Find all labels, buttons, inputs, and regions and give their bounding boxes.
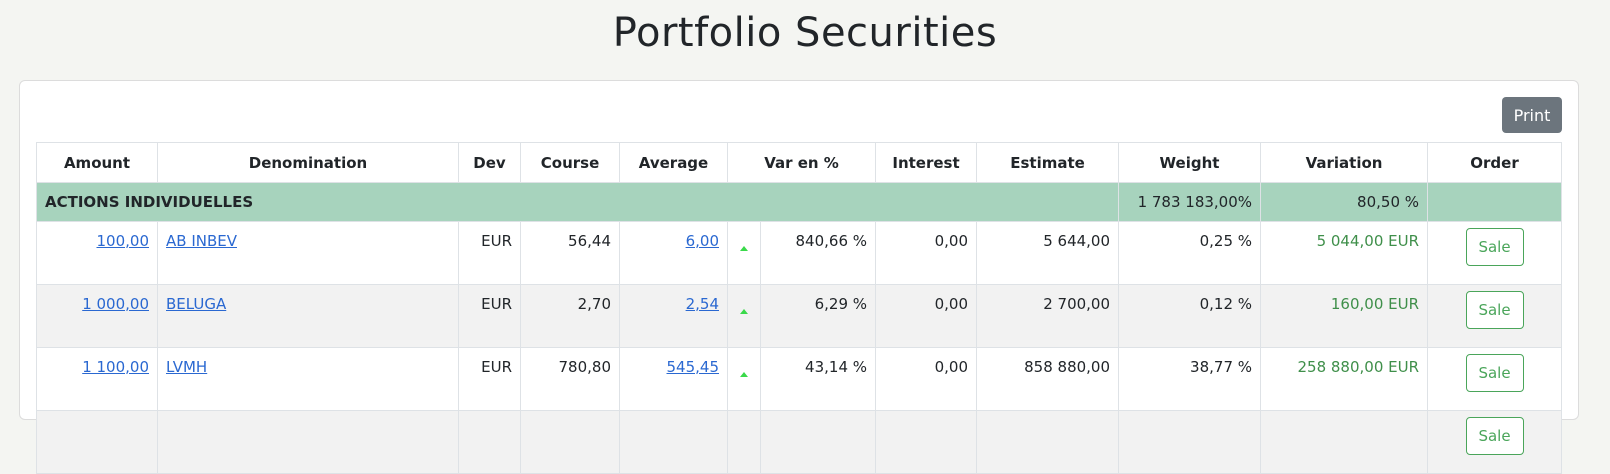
trend-up-icon [740, 372, 748, 377]
header-denomination[interactable]: Denomination [157, 142, 459, 183]
table-row: 1 100,00 LVMH EUR 780,80 545,45 43,14 % … [36, 347, 1563, 411]
weight-cell: 0,25 % [1118, 221, 1262, 285]
course-cell: 780,80 [520, 347, 620, 411]
group-row: ACTIONS INDIVIDUELLES 1 783 183,00% 80,5… [35, 182, 1563, 222]
average-link[interactable]: 545,45 [666, 358, 720, 376]
header-order: Order [1427, 142, 1563, 183]
group-variation: 80,50 % [1260, 182, 1429, 222]
variation-cell [1260, 410, 1429, 474]
interest-cell [875, 410, 978, 474]
table-header-row: Amount Denomination Dev Course Average V… [36, 142, 1563, 183]
weight-cell: 0,12 % [1118, 284, 1262, 348]
amount-link[interactable]: 1 100,00 [82, 358, 149, 376]
header-amount[interactable]: Amount [36, 142, 158, 183]
sale-button[interactable]: Sale [1465, 228, 1524, 266]
course-cell: 2,70 [520, 284, 620, 348]
sale-button[interactable]: Sale [1465, 291, 1524, 329]
variation-cell: 258 880,00 EUR [1260, 347, 1429, 411]
page-title: Portfolio Securities [612, 10, 998, 56]
var-pct-cell: 6,29 % [759, 284, 877, 348]
weight-cell: 38,77 % [1118, 347, 1262, 411]
header-weight[interactable]: Weight [1118, 142, 1262, 183]
variation-cell: 5 044,00 EUR [1260, 221, 1429, 285]
sale-button[interactable]: Sale [1465, 417, 1524, 455]
average-link[interactable]: 6,00 [685, 232, 719, 250]
securities-table: Amount Denomination Dev Course Average V… [35, 142, 1563, 474]
securities-card: Print Amount Denomination Dev Course Ave… [19, 80, 1579, 474]
dev-cell [458, 410, 521, 474]
table-row: 100,00 AB INBEV EUR 56,44 6,00 840,66 % … [36, 221, 1563, 285]
interest-cell: 0,00 [875, 347, 978, 411]
header-dev[interactable]: Dev [458, 142, 521, 183]
estimate-cell: 2 700,00 [976, 284, 1120, 348]
var-pct-cell: 840,66 % [759, 221, 877, 285]
interest-cell: 0,00 [875, 284, 978, 348]
average-link[interactable]: 2,54 [685, 295, 719, 313]
var-pct-cell [759, 410, 877, 474]
weight-cell [1118, 410, 1262, 474]
course-cell: 56,44 [520, 221, 620, 285]
header-variation[interactable]: Variation [1260, 142, 1429, 183]
dev-cell: EUR [458, 347, 521, 411]
header-estimate[interactable]: Estimate [976, 142, 1120, 183]
course-cell [520, 410, 620, 474]
estimate-cell: 858 880,00 [976, 347, 1120, 411]
amount-link[interactable]: 100,00 [96, 232, 150, 250]
denomination-link[interactable]: LVMH [166, 358, 208, 376]
header-interest[interactable]: Interest [875, 142, 978, 183]
dev-cell: EUR [458, 221, 521, 285]
var-pct-cell: 43,14 % [759, 347, 877, 411]
trend-up-icon [740, 309, 748, 314]
denomination-link[interactable]: AB INBEV [166, 232, 237, 250]
sale-button[interactable]: Sale [1465, 354, 1524, 392]
group-label: ACTIONS INDIVIDUELLES [35, 182, 1120, 222]
trend-up-icon [740, 246, 748, 251]
denomination-link[interactable]: BELUGA [166, 295, 227, 313]
header-var-pct[interactable]: Var en % [726, 142, 877, 183]
header-course[interactable]: Course [520, 142, 620, 183]
amount-link[interactable]: 1 000,00 [82, 295, 149, 313]
table-row: Sale [36, 410, 1563, 474]
dev-cell: EUR [458, 284, 521, 348]
estimate-cell: 5 644,00 [976, 221, 1120, 285]
print-button[interactable]: Print [1502, 97, 1562, 133]
variation-cell: 160,00 EUR [1260, 284, 1429, 348]
estimate-cell [976, 410, 1120, 474]
table-row: 1 000,00 BELUGA EUR 2,70 2,54 6,29 % 0,0… [36, 284, 1563, 348]
group-weight: 1 783 183,00% [1118, 182, 1262, 222]
group-order-empty [1427, 182, 1563, 222]
interest-cell: 0,00 [875, 221, 978, 285]
header-average[interactable]: Average [619, 142, 728, 183]
